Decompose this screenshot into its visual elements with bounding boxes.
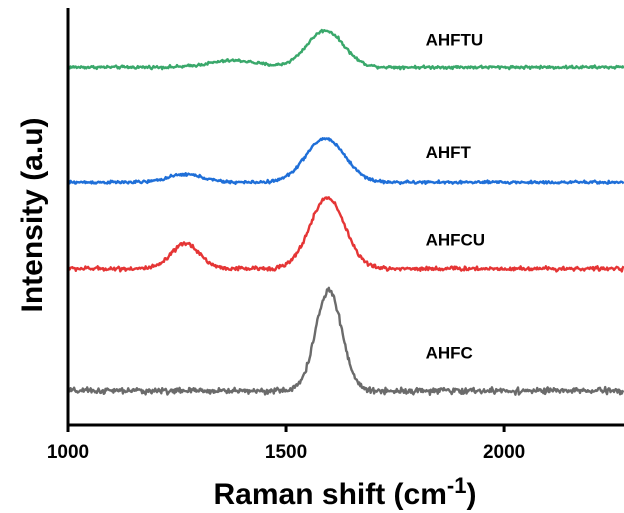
y-axis-title: Intensity (a.u) — [16, 117, 49, 312]
plot-area: AHFTU AHFT AHFCU AHFC 1000 1500 2000 — [47, 8, 624, 463]
series-label-ahfc: AHFC — [426, 343, 473, 362]
series-labels: AHFTU AHFT AHFCU AHFC — [426, 31, 486, 363]
x-tick-label: 2000 — [483, 442, 525, 463]
series-lines — [67, 28, 624, 396]
series-line-ahftu — [67, 28, 624, 71]
series-line-ahfcu — [67, 196, 624, 273]
x-axis-title-sup: -1 — [447, 473, 467, 498]
x-tick-label: 1500 — [265, 442, 307, 463]
x-axis-title-close: ) — [466, 478, 476, 511]
x-axis-title-main: Raman shift (cm — [214, 478, 447, 511]
x-tick-label: 1000 — [47, 442, 89, 463]
series-line-ahfc — [67, 286, 624, 396]
x-axis-title: Raman shift (cm-1) — [214, 473, 477, 511]
series-label-ahft: AHFT — [426, 143, 472, 162]
series-line-ahft — [67, 137, 624, 186]
series-label-ahftu: AHFTU — [426, 31, 484, 50]
x-ticks: 1000 1500 2000 — [47, 425, 525, 463]
series-label-ahfcu: AHFCU — [426, 231, 486, 250]
